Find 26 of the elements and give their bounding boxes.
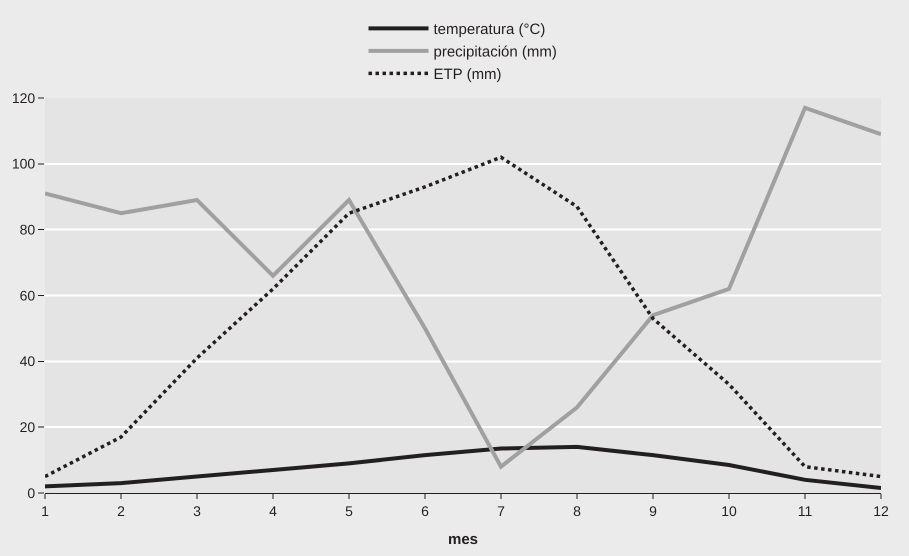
x-axis-title: mes (448, 530, 478, 548)
line-series (45, 156, 881, 478)
x-tick-label: 11 (798, 502, 812, 519)
x-tick-label: 9 (649, 502, 658, 519)
legend-label: temperatura (°C) (434, 21, 546, 38)
x-tick-label: 6 (421, 502, 430, 519)
x-tick-label: 12 (873, 502, 889, 519)
x-tick-label: 1 (41, 502, 50, 519)
y-tick-label: 60 (20, 287, 36, 304)
x-tick-label: 3 (193, 502, 202, 519)
line-series (45, 444, 881, 490)
legend-label: precipitación (mm) (434, 44, 557, 61)
y-tick-label: 0 (27, 484, 36, 501)
x-tick-label: 4 (269, 502, 278, 519)
y-tick-label: 100 (12, 156, 36, 172)
line-series (45, 106, 881, 469)
y-tick-label: 80 (20, 222, 36, 238)
x-tick-label: 8 (573, 502, 582, 519)
y-tick-label: 120 (12, 90, 36, 106)
x-tick-label: 2 (117, 502, 126, 519)
x-tick-label: 5 (345, 502, 354, 519)
legend-label: ETP (mm) (434, 66, 502, 84)
x-tick-label: 7 (497, 502, 506, 519)
y-tick-label: 20 (20, 419, 36, 436)
y-tick-label: 40 (20, 353, 36, 370)
x-tick-label: 10 (721, 502, 737, 519)
